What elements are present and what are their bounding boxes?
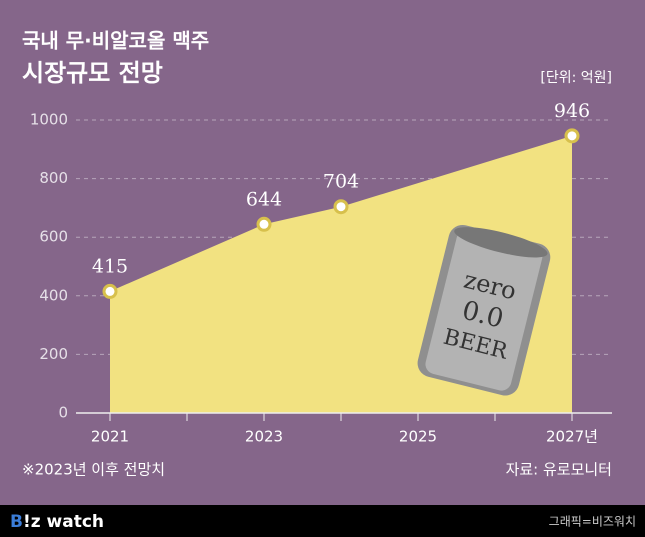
x-tick-label: 2021 — [91, 428, 129, 446]
point — [256, 216, 272, 232]
y-tick-label: 0 — [58, 404, 68, 422]
y-tick-label: 400 — [39, 286, 68, 304]
y-tick-label: 200 — [39, 345, 68, 363]
can-top — [454, 227, 548, 258]
beer-can: zero 0.0 BEER — [417, 224, 551, 396]
logo: B!z watch — [10, 512, 104, 532]
y-tick-label: 800 — [39, 169, 68, 187]
point — [333, 199, 349, 215]
logo-rest: !z watch — [23, 512, 104, 532]
y-tick-label: 600 — [39, 228, 68, 246]
x-tick-label: 2023 — [245, 428, 283, 446]
value-label: 644 — [246, 188, 282, 210]
note: ※2023년 이후 전망치 — [22, 461, 165, 479]
chart-subtitle: 시장규모 전망 — [22, 59, 163, 87]
source: 자료: 유로모니터 — [506, 461, 612, 479]
x-tick-label: 2025 — [399, 428, 437, 446]
credit: 그래픽=비즈워치 — [549, 515, 636, 529]
chart-title: 국내 무·비알코올 맥주 — [22, 29, 209, 53]
footer-bar — [0, 505, 645, 537]
y-tick-label: 1000 — [30, 111, 68, 129]
value-label: 704 — [323, 171, 359, 193]
logo-b: B — [10, 512, 23, 532]
can-face — [425, 229, 543, 391]
value-label: 415 — [92, 255, 128, 277]
value-label: 946 — [554, 100, 590, 122]
point — [564, 128, 580, 144]
point — [102, 283, 118, 299]
unit-label: [단위: 억원] — [540, 70, 612, 86]
x-tick-label: 2027년 — [546, 428, 598, 446]
